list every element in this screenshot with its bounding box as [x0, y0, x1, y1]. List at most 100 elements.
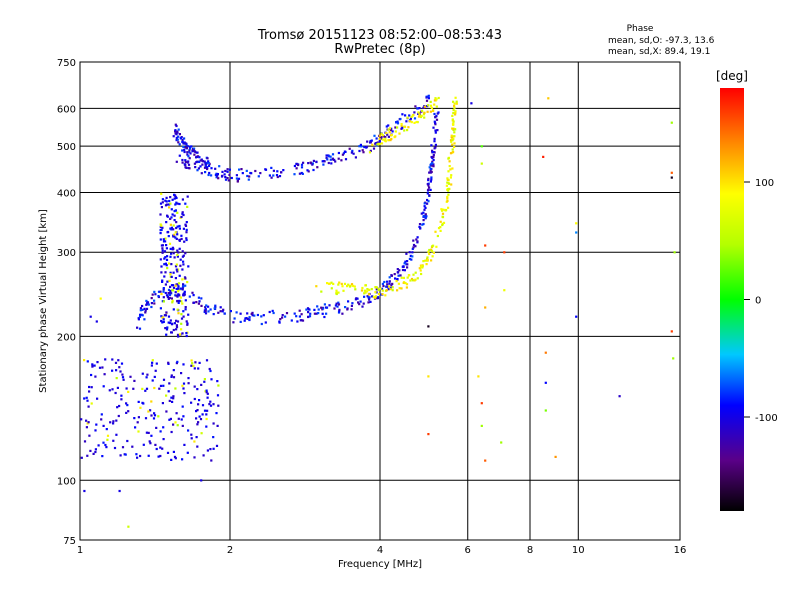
- scatter-point: [97, 444, 100, 447]
- scatter-point: [115, 419, 118, 422]
- scatter-point: [170, 284, 174, 287]
- scatter-point: [246, 312, 249, 315]
- scatter-point: [135, 453, 138, 456]
- x-tick-label: 6: [465, 545, 471, 556]
- scatter-point: [239, 312, 242, 315]
- scatter-point: [187, 377, 190, 380]
- scatter-point: [171, 301, 174, 304]
- scatter-point: [425, 96, 428, 99]
- scatter-point: [432, 163, 435, 166]
- y-tick-label: 500: [57, 142, 76, 153]
- scatter-point: [312, 159, 315, 162]
- scatter-point: [177, 293, 180, 296]
- scatter-point: [276, 170, 279, 173]
- scatter-point: [432, 251, 435, 254]
- scatter-point: [405, 283, 409, 286]
- scatter-point: [154, 369, 157, 372]
- scatter-point: [168, 242, 172, 245]
- y-tick-label: 300: [57, 248, 76, 259]
- scatter-point: [175, 131, 178, 134]
- scatter-point: [421, 265, 424, 268]
- scatter-point: [364, 291, 367, 294]
- scatter-point: [182, 141, 185, 144]
- scatter-point: [184, 308, 187, 311]
- scatter-point: [164, 240, 167, 243]
- scatter-point: [416, 107, 419, 110]
- scatter-point: [146, 301, 150, 304]
- scatter-point: [307, 315, 310, 318]
- scatter-point: [215, 444, 219, 447]
- scatter-point: [194, 166, 197, 169]
- scatter-point: [176, 268, 180, 271]
- scatter-point: [181, 198, 184, 201]
- scatter-point: [395, 280, 398, 283]
- scatter-point: [446, 197, 449, 200]
- scatter-point: [360, 145, 363, 148]
- scatter-point: [432, 126, 435, 129]
- scatter-point: [106, 438, 109, 441]
- scatter-point: [153, 375, 156, 378]
- scatter-point: [145, 387, 149, 390]
- scatter-point: [341, 285, 344, 288]
- scatter-point: [414, 245, 417, 248]
- scatter-point: [114, 391, 117, 395]
- scatter-point: [427, 177, 430, 180]
- scatter-point: [439, 229, 442, 232]
- scatter-point: [670, 330, 673, 333]
- scatter-point: [194, 150, 197, 153]
- scatter-point: [176, 253, 179, 256]
- scatter-point: [435, 245, 438, 248]
- scatter-point: [168, 399, 171, 402]
- scatter-point: [183, 443, 186, 446]
- scatter-point: [381, 282, 384, 285]
- scatter-point: [412, 243, 416, 247]
- scatter-point: [133, 379, 136, 382]
- scatter-point: [149, 409, 152, 412]
- scatter-point: [160, 265, 163, 268]
- scatter-point: [185, 332, 188, 335]
- scatter-point: [377, 292, 381, 296]
- scatter-point: [226, 177, 229, 180]
- scatter-point: [83, 359, 86, 362]
- scatter-point: [170, 297, 173, 300]
- scatter-point: [237, 177, 241, 180]
- stats-o-mode: mean, sd,O: -97.3, 13.6: [608, 36, 715, 46]
- scatter-point: [184, 299, 187, 302]
- scatter-point: [433, 99, 436, 102]
- scatter-point: [183, 240, 186, 243]
- scatter-point: [389, 128, 393, 132]
- scatter-point: [204, 306, 207, 309]
- scatter-point: [153, 412, 156, 415]
- scatter-point: [200, 172, 203, 175]
- scatter-point: [293, 312, 296, 315]
- scatter-point: [185, 228, 188, 231]
- scatter-point: [165, 247, 168, 250]
- scatter-point: [176, 333, 180, 336]
- scatter-point: [398, 269, 401, 272]
- scatter-point: [143, 307, 146, 310]
- scatter-point: [403, 262, 406, 265]
- scatter-point: [177, 301, 180, 304]
- scatter-point: [248, 316, 251, 319]
- scatter-point: [187, 163, 191, 166]
- scatter-point: [181, 458, 184, 461]
- scatter-point: [160, 224, 163, 227]
- scatter-point: [428, 194, 431, 197]
- scatter-point: [175, 319, 178, 322]
- scatter-point: [207, 160, 210, 163]
- scatter-point: [174, 231, 177, 234]
- scatter-point: [85, 396, 88, 399]
- scatter-point: [480, 162, 483, 165]
- scatter-point: [409, 254, 412, 257]
- scatter-point: [88, 434, 91, 437]
- scatter-point: [276, 175, 279, 179]
- scatter-point: [298, 315, 301, 318]
- scatter-point: [144, 311, 147, 314]
- scatter-point: [184, 202, 187, 205]
- scatter-point: [427, 375, 430, 378]
- scatter-point: [86, 399, 89, 402]
- scatter-point: [176, 308, 179, 311]
- scatter-point: [182, 254, 185, 257]
- scatter-point: [188, 295, 191, 298]
- scatter-point: [187, 313, 190, 316]
